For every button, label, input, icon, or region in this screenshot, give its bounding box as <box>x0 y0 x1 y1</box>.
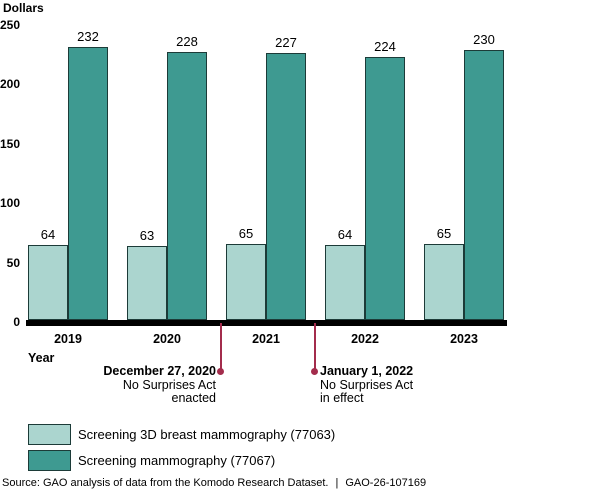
bar-s0-2022 <box>325 245 365 320</box>
annotation-date: January 1, 2022 <box>320 364 414 378</box>
y-tick-label: 100 <box>0 196 21 211</box>
bar-value-label: 63 <box>139 228 155 243</box>
source-separator: | <box>335 477 339 489</box>
annotation-enacted: December 27, 2020 No Surprises Act enact… <box>103 364 216 406</box>
x-tick-label-2021: 2021 <box>252 332 280 346</box>
bar-value-label: 230 <box>473 32 495 47</box>
annotation-line-enacted <box>220 323 222 372</box>
bar-s1-2022 <box>365 57 405 320</box>
legend-swatch-3d-mammography <box>28 424 71 445</box>
x-axis-title: Year <box>28 351 55 365</box>
annotation-line-in-effect <box>314 323 316 372</box>
annotation-text-line: in effect <box>320 391 364 405</box>
bar-s1-2020 <box>167 52 207 320</box>
source-line: Source: GAO analysis of data from the Ko… <box>2 477 426 489</box>
x-tick-label-2020: 2020 <box>153 332 181 346</box>
y-axis-title: Dollars <box>3 1 44 15</box>
y-tick-label: 0 <box>13 315 20 329</box>
bar-s1-2021 <box>266 53 306 320</box>
annotation-text-line: No Surprises Act <box>122 377 216 392</box>
x-tick-label-2022: 2022 <box>351 332 379 346</box>
x-axis-line <box>26 320 507 326</box>
report-id: GAO-26-107169 <box>345 477 427 489</box>
y-tick-label: 50 <box>6 255 20 270</box>
x-tick-label-2019: 2019 <box>54 332 82 346</box>
x-tick-label-2023: 2023 <box>450 332 478 346</box>
bar-s1-2023 <box>464 50 504 320</box>
bar-s1-2019 <box>68 47 108 320</box>
legend-label-3d-mammography: Screening 3D breast mammography (77063) <box>78 427 336 442</box>
y-tick-label: 150 <box>0 136 21 151</box>
bar-value-label: 65 <box>238 226 254 241</box>
annotation-text-line: No Surprises Act <box>320 377 414 392</box>
legend-label-mammography: Screening mammography (77067) <box>78 453 276 468</box>
y-tick-label: 250 <box>0 18 21 32</box>
bar-s0-2019 <box>28 245 68 320</box>
annotation-text-line: enacted <box>171 391 216 405</box>
bar-value-label: 232 <box>77 29 99 44</box>
bar-s0-2023 <box>424 244 464 320</box>
bar-value-label: 64 <box>40 227 56 242</box>
bar-s0-2021 <box>226 244 266 320</box>
annotation-dot-enacted <box>217 368 224 375</box>
annotation-dot-in-effect <box>311 368 318 375</box>
bar-s0-2020 <box>127 246 167 320</box>
bar-value-label: 224 <box>374 39 396 54</box>
annotation-in-effect: January 1, 2022 No Surprises Act in effe… <box>320 364 414 406</box>
bar-value-label: 227 <box>275 35 297 50</box>
bar-value-label: 64 <box>337 227 353 242</box>
annotation-date: December 27, 2020 <box>103 364 216 378</box>
source-text: Source: GAO analysis of data from the Ko… <box>2 477 329 489</box>
y-tick-label: 200 <box>0 77 21 92</box>
bar-value-label: 65 <box>436 226 452 241</box>
legend-swatch-mammography <box>28 450 71 471</box>
bar-value-label: 228 <box>176 34 198 49</box>
